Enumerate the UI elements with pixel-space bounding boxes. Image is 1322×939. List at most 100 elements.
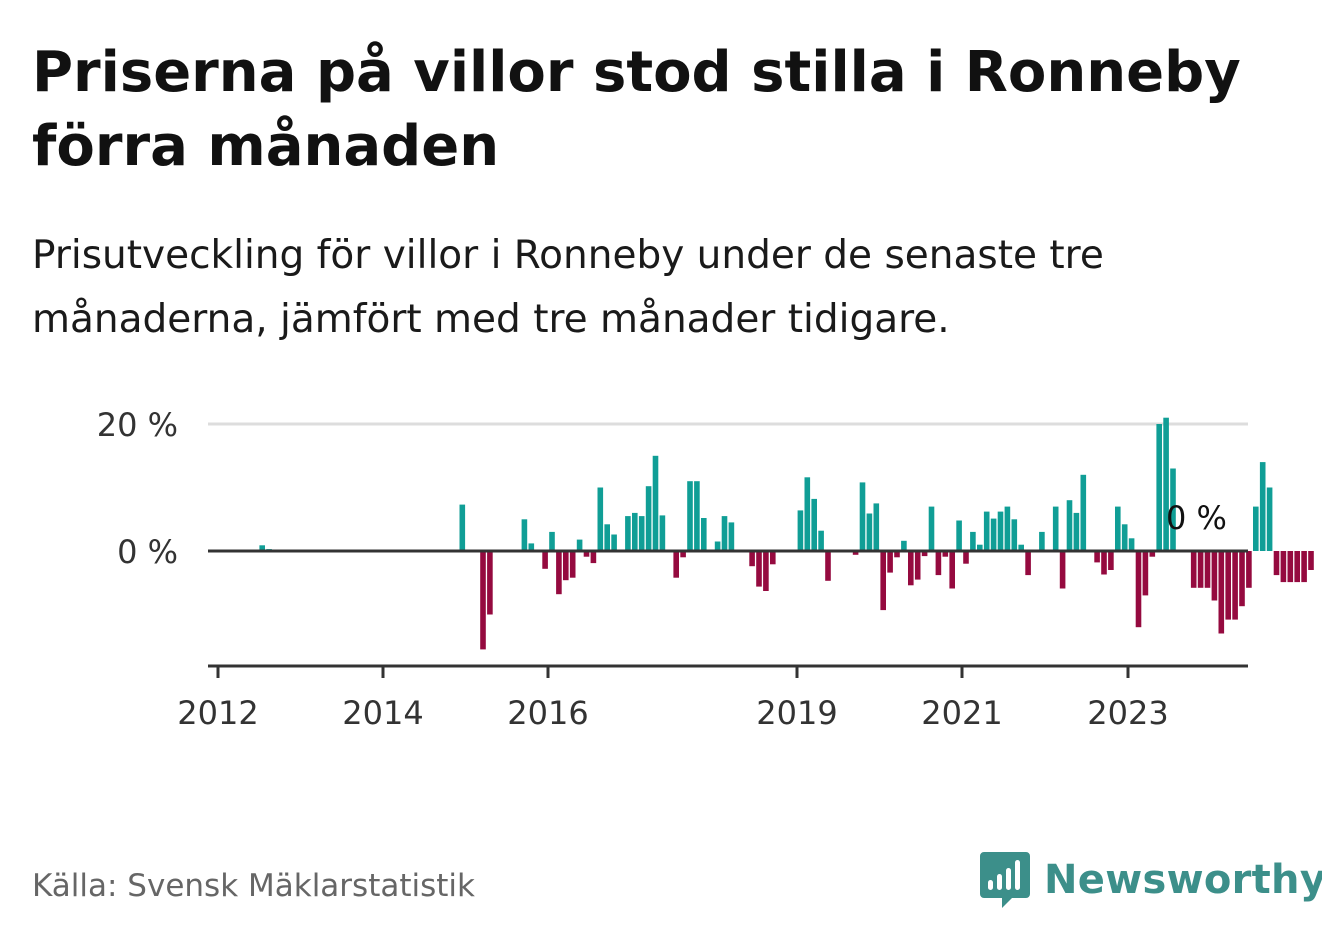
bar — [652, 455, 659, 552]
bar — [1059, 551, 1066, 589]
bar — [1211, 551, 1218, 601]
bar — [825, 551, 831, 581]
bar — [1121, 524, 1128, 551]
bar — [673, 551, 679, 578]
bar — [1080, 474, 1087, 551]
bar — [1287, 551, 1294, 583]
y-tick-label-0: 0 % — [117, 533, 178, 571]
bar — [687, 481, 693, 551]
bar — [1039, 531, 1045, 551]
bar — [1294, 551, 1300, 583]
bar — [701, 518, 707, 551]
bar — [1232, 551, 1238, 620]
bars-group — [259, 417, 1314, 650]
bar — [521, 519, 528, 552]
bar — [694, 481, 700, 551]
bar — [983, 511, 990, 551]
x-ticks — [216, 666, 1130, 678]
bar — [1142, 551, 1149, 596]
bar — [459, 504, 466, 551]
bar — [1225, 551, 1231, 620]
x-tick-label-2016: 2016 — [507, 694, 588, 732]
bar — [880, 551, 886, 611]
bar — [1073, 512, 1080, 551]
bar — [811, 498, 817, 551]
bar — [756, 551, 762, 587]
bar — [259, 545, 265, 551]
bar — [625, 516, 631, 551]
bar — [963, 551, 969, 564]
bar-chart-speech-bubble-icon — [980, 852, 1030, 908]
x-tick-label-2023: 2023 — [1087, 694, 1168, 732]
bar — [1101, 551, 1107, 575]
bar — [956, 520, 962, 551]
bar — [818, 530, 824, 551]
bar — [1149, 551, 1156, 557]
newsworthy-logo: Newsworthy — [980, 848, 1322, 912]
bar — [563, 551, 569, 581]
bar — [611, 534, 617, 551]
bar — [935, 551, 942, 576]
bar — [1190, 551, 1197, 588]
bar — [1004, 506, 1011, 551]
bar — [942, 551, 949, 557]
bar — [894, 551, 900, 558]
bar — [1156, 424, 1162, 551]
bar — [528, 543, 535, 551]
y-tick-label-20: 20 % — [97, 406, 178, 444]
bar — [1011, 519, 1018, 552]
bar — [1273, 551, 1280, 576]
bar — [556, 551, 562, 595]
bar — [714, 541, 721, 551]
bar — [1204, 551, 1211, 588]
bar — [970, 531, 976, 551]
bar — [1259, 462, 1266, 551]
bar — [1052, 506, 1059, 551]
bar — [1308, 551, 1314, 570]
x-tick-label-2021: 2021 — [921, 694, 1002, 732]
bar — [1197, 551, 1204, 588]
bar — [1246, 551, 1252, 588]
brand-name: Newsworthy — [1044, 857, 1322, 903]
bar — [990, 518, 997, 551]
bar — [638, 516, 645, 551]
x-tick-label-2012: 2012 — [177, 694, 258, 732]
bar — [1115, 506, 1121, 551]
bar — [887, 551, 893, 573]
bar — [928, 506, 935, 551]
bar — [542, 551, 548, 569]
bar — [1108, 551, 1114, 570]
bar — [597, 487, 604, 551]
bar — [590, 551, 597, 564]
bar — [921, 551, 928, 557]
bar-chart: 20 % 0 % 2012 2014 2016 2019 2021 2023 0… — [97, 406, 1314, 732]
bar — [852, 551, 859, 555]
bar — [997, 511, 1004, 551]
bar — [1128, 538, 1135, 551]
bar — [659, 515, 666, 551]
bar — [583, 551, 590, 557]
latest-value-label: 0 % — [1166, 499, 1227, 537]
bar — [728, 522, 735, 551]
bar — [901, 540, 907, 551]
bar — [1301, 551, 1307, 583]
bar — [763, 551, 769, 591]
bar — [604, 524, 610, 551]
bar — [645, 486, 652, 551]
bar — [749, 551, 755, 567]
bar — [632, 512, 638, 551]
bar — [977, 544, 983, 551]
x-tick-label-2014: 2014 — [342, 694, 423, 732]
bar — [576, 539, 583, 551]
bar — [1170, 468, 1176, 551]
x-tick-label-2019: 2019 — [756, 694, 837, 732]
bar — [797, 510, 804, 551]
bar — [480, 551, 486, 650]
bar — [1018, 544, 1024, 551]
bar — [1066, 500, 1073, 551]
bar — [1218, 551, 1225, 634]
bar — [1266, 487, 1273, 551]
bar — [721, 516, 728, 551]
bar — [1253, 506, 1259, 551]
bar — [914, 551, 921, 580]
